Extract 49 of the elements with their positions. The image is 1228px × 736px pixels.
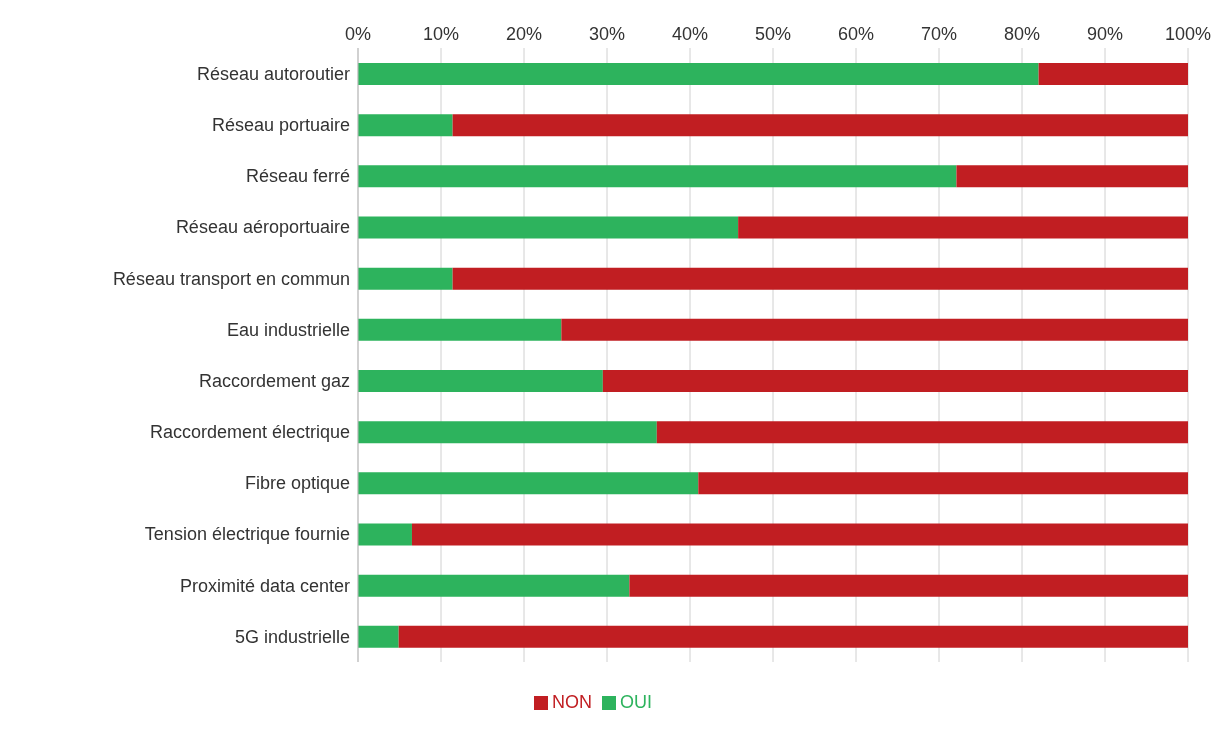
x-tick-label: 50% bbox=[754, 24, 792, 44]
bar bbox=[956, 165, 1188, 188]
bar bbox=[358, 165, 957, 188]
bar bbox=[698, 472, 1188, 495]
bar bbox=[358, 574, 630, 597]
bar bbox=[358, 63, 1039, 85]
bar bbox=[1038, 63, 1188, 85]
bar bbox=[738, 216, 1188, 239]
bar bbox=[358, 216, 739, 239]
x-tick-label: 80% bbox=[1003, 24, 1041, 44]
bar bbox=[411, 523, 1188, 546]
bar bbox=[398, 625, 1188, 648]
x-tick-label: 20% bbox=[505, 24, 543, 44]
y-tick-label: Raccordement électrique bbox=[149, 422, 350, 443]
y-tick-label: Réseau aéroportuaire bbox=[175, 217, 350, 238]
x-tick-label: 60% bbox=[837, 24, 875, 44]
x-tick-label: 70% bbox=[920, 24, 958, 44]
bar bbox=[452, 114, 1188, 137]
y-tick-label: Réseau ferré bbox=[245, 166, 350, 187]
x-tick-label: 90% bbox=[1086, 24, 1124, 44]
y-tick-label: Proximité data center bbox=[179, 575, 350, 596]
bar bbox=[656, 421, 1188, 444]
bar bbox=[358, 625, 399, 648]
x-tick-label: 0% bbox=[344, 24, 372, 44]
y-tick-label: Réseau transport en commun bbox=[112, 268, 350, 289]
bar bbox=[358, 114, 453, 137]
bar bbox=[358, 267, 453, 290]
legend-label: OUI bbox=[619, 692, 652, 712]
bar bbox=[358, 318, 562, 341]
y-tick-label: Raccordement gaz bbox=[198, 370, 350, 391]
x-tick-label: 100% bbox=[1164, 24, 1212, 44]
y-tick-label: 5G industrielle bbox=[234, 626, 350, 647]
bar bbox=[452, 267, 1188, 290]
legend-label: NON bbox=[551, 692, 592, 712]
y-tick-label: Réseau autoroutier bbox=[196, 63, 350, 84]
bar bbox=[358, 523, 412, 546]
y-tick-label: Tension électrique fournie bbox=[144, 524, 350, 545]
bar bbox=[358, 370, 603, 392]
y-tick-label: Réseau portuaire bbox=[211, 115, 350, 136]
x-tick-label: 10% bbox=[422, 24, 460, 44]
y-tick-label: Fibre optique bbox=[244, 473, 350, 494]
bar bbox=[561, 318, 1188, 341]
bar bbox=[602, 370, 1188, 392]
bar bbox=[358, 421, 657, 444]
y-tick-label: Eau industrielle bbox=[226, 319, 350, 340]
x-tick-label: 30% bbox=[588, 24, 626, 44]
bar bbox=[629, 574, 1188, 597]
x-tick-label: 40% bbox=[671, 24, 709, 44]
bar bbox=[358, 472, 699, 495]
